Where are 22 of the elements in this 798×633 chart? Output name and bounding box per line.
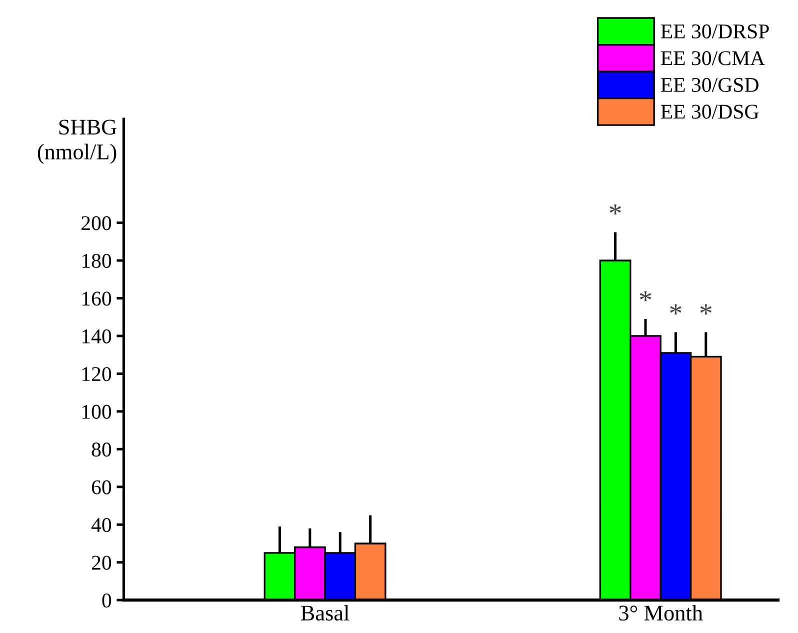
y-tick-label: 20	[92, 556, 112, 570]
y-tick-label: 80	[92, 442, 112, 457]
data-label: *	[700, 304, 712, 314]
y-tick-label: 100	[82, 404, 112, 419]
legend-label: EE 30/DSG	[660, 104, 759, 119]
y-tick-label: 160	[82, 292, 112, 306]
x-tick-label: 3° Month	[619, 604, 703, 621]
legend-label: EE 30/GSD	[660, 78, 758, 92]
y-tick-label: 120	[82, 367, 112, 382]
legend-label: EE 30/CMA	[660, 51, 765, 66]
y-tick-label: 40	[91, 518, 112, 532]
y-tick-label: 180	[82, 254, 112, 268]
y-axis-title: SHBG (nmol/L)	[38, 120, 116, 164]
data-label: *	[610, 204, 621, 215]
data-label: *	[640, 291, 652, 302]
data-label: *	[670, 304, 682, 314]
y-tick-label: 0	[102, 593, 112, 608]
x-tick-label: Basal	[300, 604, 350, 621]
y-tick-label: 200	[82, 216, 112, 230]
legend-label: EE 30/DRSP	[660, 24, 769, 38]
y-tick-label: 140	[82, 329, 112, 344]
y-tick-label: 60	[92, 480, 112, 494]
